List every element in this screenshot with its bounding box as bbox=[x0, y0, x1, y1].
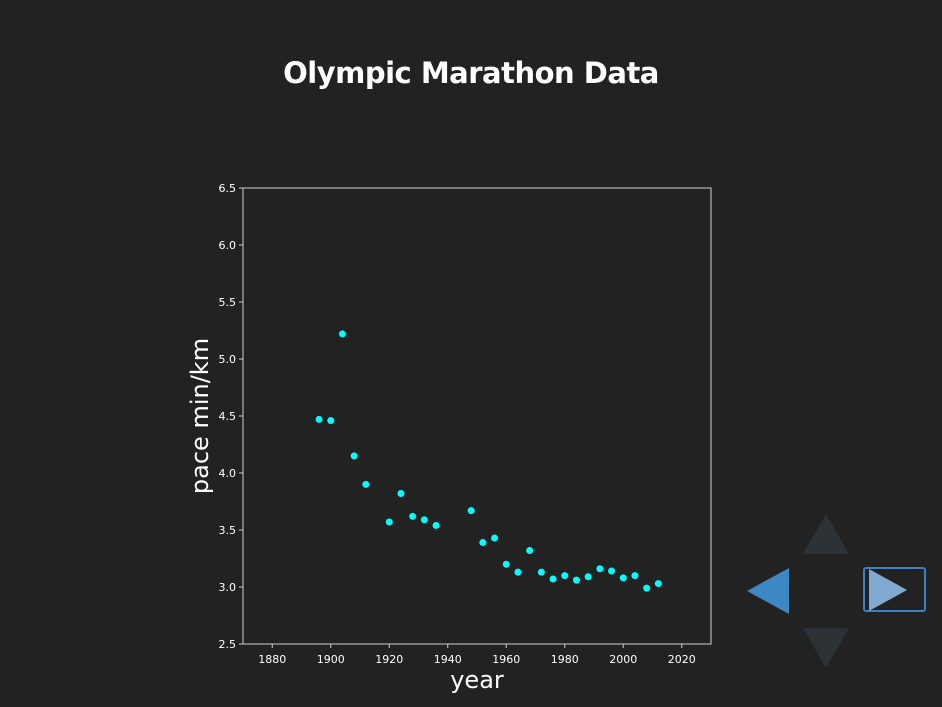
y-tick-label: 6.5 bbox=[219, 182, 237, 195]
data-point bbox=[338, 330, 346, 338]
data-point bbox=[514, 568, 522, 576]
data-point bbox=[654, 580, 662, 588]
data-point bbox=[502, 560, 510, 568]
data-point bbox=[362, 480, 370, 488]
data-point bbox=[432, 521, 440, 529]
data-point bbox=[397, 490, 405, 498]
data-point bbox=[549, 575, 557, 583]
data-point bbox=[385, 518, 393, 526]
x-tick-label: 1880 bbox=[258, 653, 286, 666]
data-point bbox=[526, 547, 534, 555]
next-slide-button[interactable] bbox=[863, 567, 926, 612]
x-tick-label: 1960 bbox=[492, 653, 520, 666]
data-point bbox=[643, 584, 651, 592]
triangle-right-icon bbox=[869, 569, 907, 611]
data-point bbox=[467, 507, 475, 515]
y-tick-label: 5.0 bbox=[219, 353, 237, 366]
y-tick-label: 4.5 bbox=[219, 410, 237, 423]
y-tick-label: 6.0 bbox=[219, 239, 237, 252]
x-axis-label: year bbox=[450, 666, 504, 694]
data-point bbox=[479, 539, 487, 547]
x-tick-label: 1920 bbox=[375, 653, 403, 666]
data-point bbox=[537, 568, 545, 576]
data-point bbox=[631, 572, 639, 580]
y-axis-label: pace min/km bbox=[186, 338, 214, 494]
data-point bbox=[315, 415, 323, 423]
y-tick-label: 3.0 bbox=[219, 581, 237, 594]
data-point bbox=[420, 516, 428, 524]
x-tick-label: 1980 bbox=[551, 653, 579, 666]
data-point bbox=[584, 573, 592, 581]
x-tick-label: 1900 bbox=[317, 653, 345, 666]
triangle-up-icon[interactable] bbox=[803, 514, 849, 554]
y-tick-label: 2.5 bbox=[219, 638, 237, 651]
data-point bbox=[596, 565, 604, 573]
y-axis: 2.5 3.0 3.5 4.0 4.5 5.0 5.5 6.0 6.5 bbox=[219, 182, 243, 651]
data-point bbox=[350, 452, 358, 460]
x-tick-label: 1940 bbox=[434, 653, 462, 666]
data-point bbox=[572, 576, 580, 584]
x-axis: 1880 1900 1920 1940 1960 1980 2000 2020 bbox=[258, 644, 696, 666]
x-tick-label: 2000 bbox=[609, 653, 637, 666]
data-point bbox=[409, 512, 417, 520]
y-tick-label: 5.5 bbox=[219, 296, 237, 309]
data-point bbox=[619, 574, 627, 582]
y-tick-label: 4.0 bbox=[219, 467, 237, 480]
data-point bbox=[608, 567, 616, 575]
slide-title: Olympic Marathon Data bbox=[283, 56, 659, 90]
data-points bbox=[315, 330, 662, 592]
y-tick-label: 3.5 bbox=[219, 524, 237, 537]
slide-navigation bbox=[744, 512, 934, 672]
triangle-down-icon[interactable] bbox=[803, 628, 849, 668]
data-point bbox=[491, 534, 499, 542]
data-point bbox=[561, 572, 569, 580]
triangle-left-icon[interactable] bbox=[747, 568, 789, 614]
data-point bbox=[327, 417, 335, 425]
plot-area bbox=[242, 187, 712, 645]
x-tick-label: 2020 bbox=[668, 653, 696, 666]
